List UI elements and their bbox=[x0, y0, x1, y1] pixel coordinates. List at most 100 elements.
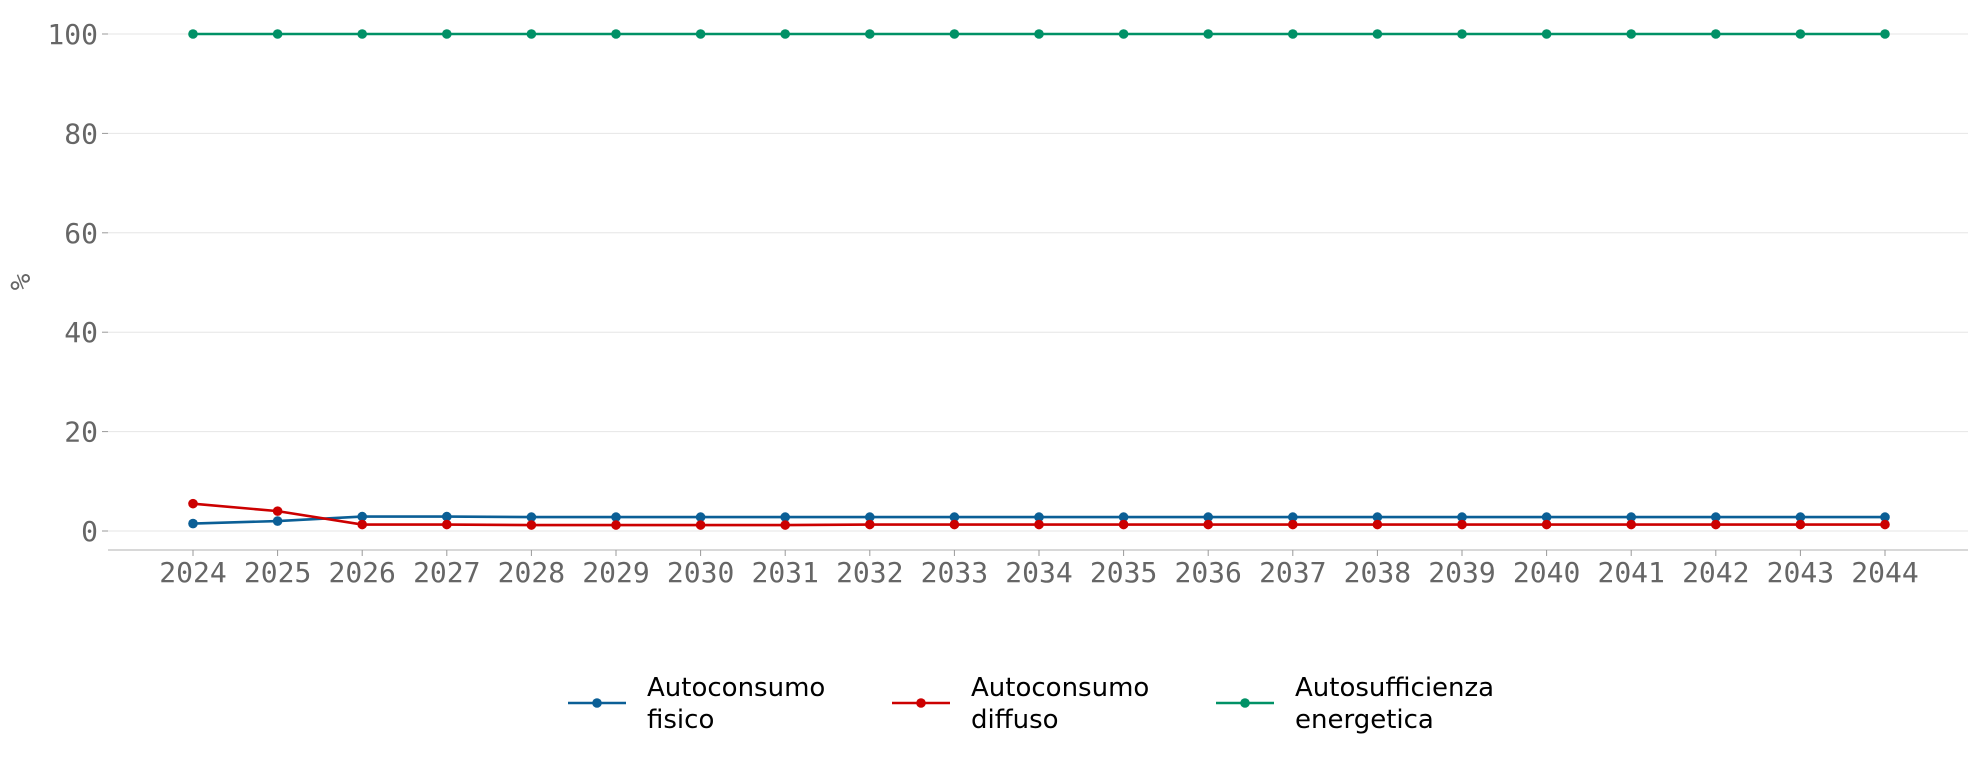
data-point bbox=[357, 519, 368, 530]
data-point bbox=[272, 516, 283, 526]
x-tick-label: 2041 bbox=[1597, 556, 1664, 589]
data-point bbox=[611, 512, 621, 522]
x-tick-label: 2029 bbox=[582, 556, 649, 589]
x-tick-label: 2031 bbox=[751, 556, 818, 589]
data-point bbox=[1880, 512, 1890, 522]
x-tick-label: 2039 bbox=[1428, 556, 1495, 589]
y-tick-label: 0 bbox=[81, 515, 98, 548]
data-point bbox=[1795, 519, 1806, 530]
data-point bbox=[1626, 512, 1636, 522]
data-point bbox=[1034, 512, 1044, 522]
data-point bbox=[780, 29, 790, 39]
legend-label: energetica bbox=[1295, 705, 1434, 735]
data-point bbox=[357, 29, 368, 39]
y-tick-label: 80 bbox=[64, 117, 98, 150]
y-axis-ticks: 0 20 40 60 80 100 bbox=[47, 18, 108, 548]
data-point bbox=[1457, 519, 1467, 530]
x-tick-label: 2028 bbox=[498, 556, 565, 589]
legend-label: Autoconsumo bbox=[647, 673, 825, 703]
data-point bbox=[865, 519, 875, 530]
legend-label: Autoconsumo bbox=[971, 673, 1149, 703]
data-point bbox=[695, 29, 706, 39]
data-point bbox=[1626, 519, 1636, 530]
data-point bbox=[865, 512, 875, 522]
y-tick-label: 40 bbox=[64, 316, 98, 349]
data-point bbox=[780, 512, 790, 522]
data-point bbox=[1203, 519, 1213, 530]
data-point bbox=[526, 512, 537, 522]
legend-marker bbox=[1240, 698, 1250, 708]
x-tick-label: 2040 bbox=[1513, 556, 1580, 589]
data-point bbox=[611, 520, 621, 530]
data-point bbox=[1795, 29, 1806, 39]
data-point bbox=[1541, 512, 1552, 522]
y-axis-title: % bbox=[4, 273, 37, 290]
legend-marker bbox=[916, 698, 926, 708]
data-point bbox=[1711, 519, 1721, 530]
x-axis-ticks: 2024 2025 2026 2027 2028 2029 2030 2031 2032 2033… bbox=[159, 550, 1919, 589]
series-2 bbox=[188, 498, 1890, 530]
data-point bbox=[1372, 519, 1383, 530]
data-point bbox=[1626, 29, 1636, 39]
data-point bbox=[949, 29, 960, 39]
data-point bbox=[442, 511, 452, 522]
x-tick-label: 2036 bbox=[1174, 556, 1241, 589]
data-point bbox=[865, 29, 875, 39]
data-point bbox=[357, 511, 368, 522]
x-tick-label: 2032 bbox=[836, 556, 903, 589]
x-tick-label: 2043 bbox=[1767, 556, 1834, 589]
data-point bbox=[1880, 519, 1890, 530]
grid-lines bbox=[108, 33, 1968, 532]
data-point bbox=[526, 29, 537, 39]
data-point bbox=[1541, 519, 1552, 530]
x-tick-label: 2042 bbox=[1682, 556, 1749, 589]
x-tick-label: 2033 bbox=[921, 556, 988, 589]
data-point bbox=[695, 512, 706, 522]
data-point bbox=[1203, 512, 1213, 522]
legend: AutoconsumofisicoAutoconsumodiffusoAutos… bbox=[568, 673, 1494, 735]
legend-marker bbox=[592, 698, 602, 708]
y-tick-label: 20 bbox=[64, 416, 98, 449]
data-point bbox=[1795, 512, 1806, 522]
data-point bbox=[1711, 29, 1721, 39]
x-tick-label: 2025 bbox=[244, 556, 311, 589]
series-3 bbox=[188, 29, 1890, 39]
data-point bbox=[780, 520, 790, 530]
legend-label: Autosufficienza bbox=[1295, 673, 1494, 703]
data-point bbox=[442, 29, 452, 39]
data-point bbox=[1034, 519, 1044, 530]
data-point bbox=[1372, 512, 1383, 522]
data-point bbox=[1118, 519, 1129, 530]
data-point bbox=[1118, 29, 1129, 39]
legend-label: fisico bbox=[647, 705, 714, 735]
data-point bbox=[949, 519, 960, 530]
data-point bbox=[1034, 29, 1044, 39]
data-point bbox=[1541, 29, 1552, 39]
data-point bbox=[1457, 512, 1467, 522]
data-point bbox=[272, 29, 283, 39]
x-tick-label: 2034 bbox=[1005, 556, 1072, 589]
x-tick-label: 2038 bbox=[1344, 556, 1411, 589]
x-tick-label: 2026 bbox=[328, 556, 395, 589]
series-layer bbox=[188, 29, 1890, 530]
data-point bbox=[526, 520, 537, 530]
data-point bbox=[1288, 519, 1298, 530]
data-point bbox=[1711, 512, 1721, 522]
data-point bbox=[188, 518, 198, 529]
data-point bbox=[611, 29, 621, 39]
data-point bbox=[695, 520, 706, 530]
data-point bbox=[1203, 29, 1213, 39]
x-tick-label: 2024 bbox=[159, 556, 226, 589]
data-point bbox=[1372, 29, 1383, 39]
data-point bbox=[1457, 29, 1467, 39]
x-tick-label: 2044 bbox=[1851, 556, 1918, 589]
x-tick-label: 2030 bbox=[667, 556, 734, 589]
y-tick-label: 100 bbox=[47, 18, 98, 51]
legend-label: diffuso bbox=[971, 705, 1059, 735]
data-point bbox=[188, 498, 198, 509]
x-tick-label: 2037 bbox=[1259, 556, 1326, 589]
data-point bbox=[1288, 512, 1298, 522]
